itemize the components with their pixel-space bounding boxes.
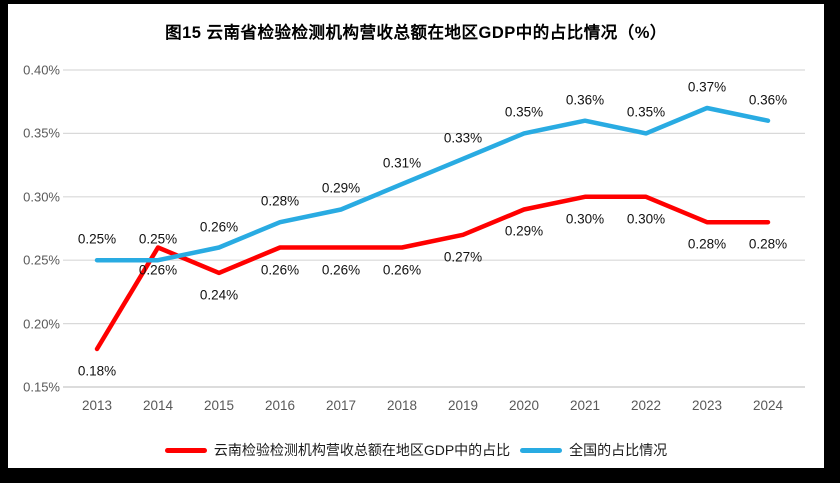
plot-area: [63, 69, 805, 388]
chart-title: 图15 云南省检验检测机构营收总额在地区GDP中的占比情况（%）: [165, 24, 667, 42]
data-label-national: 0.26%: [199, 219, 239, 235]
data-label-yunnan: 0.28%: [687, 236, 727, 252]
data-label-national: 0.33%: [443, 130, 483, 146]
x-axis-tick: 2015: [203, 398, 235, 413]
data-label-yunnan: 0.30%: [565, 211, 605, 227]
data-label-national: 0.31%: [382, 155, 422, 171]
data-label-yunnan: 0.28%: [748, 236, 788, 252]
x-axis-tick: 2021: [569, 398, 601, 413]
y-axis-tick: 0.15%: [23, 379, 60, 395]
data-label-yunnan: 0.29%: [504, 223, 544, 239]
data-label-yunnan: 0.26%: [260, 262, 300, 278]
x-axis-tick: 2018: [386, 398, 418, 413]
data-label-national: 0.29%: [321, 180, 361, 196]
series-line-national-blue: [94, 105, 771, 263]
data-label-yunnan: 0.24%: [199, 287, 239, 303]
y-axis-tick: 0.40%: [23, 62, 60, 78]
legend-item-yunnan: 云南检验检测机构营收总额在地区GDP中的占比: [164, 440, 511, 460]
legend-label-national: 全国的占比情况: [569, 442, 668, 458]
data-label-national: 0.25%: [138, 231, 178, 247]
y-axis-tick: 0.20%: [23, 316, 60, 332]
data-label-national: 0.25%: [77, 231, 117, 247]
legend-item-national: 全国的占比情况: [520, 440, 667, 460]
data-label-yunnan: 0.26%: [138, 262, 178, 278]
data-label-yunnan: 0.26%: [321, 262, 361, 278]
x-axis-tick: 2024: [752, 398, 784, 413]
x-axis-tick: 2016: [264, 398, 296, 413]
data-label-national: 0.35%: [504, 104, 544, 120]
data-label-yunnan: 0.27%: [443, 249, 483, 265]
chart-canvas: 图15 云南省检验检测机构营收总额在地区GDP中的占比情况（%） 0.40% 0.…: [8, 4, 824, 468]
data-label-national: 0.35%: [626, 104, 666, 120]
legend: 云南检验检测机构营收总额在地区GDP中的占比 全国的占比情况: [8, 440, 824, 460]
legend-swatch-national-blue-line: [520, 447, 563, 453]
legend-label-yunnan: 云南检验检测机构营收总额在地区GDP中的占比: [213, 442, 511, 458]
legend-swatch-yunnan-red-line: [164, 447, 207, 453]
data-label-national: 0.28%: [260, 193, 300, 209]
x-axis-tick: 2014: [142, 398, 174, 413]
data-label-national: 0.37%: [687, 79, 727, 95]
y-axis-tick: 0.30%: [23, 189, 60, 205]
y-axis-tick: 0.35%: [23, 125, 60, 141]
data-label-national: 0.36%: [565, 92, 605, 108]
x-axis-tick: 2017: [325, 398, 357, 413]
data-label-yunnan: 0.30%: [626, 211, 666, 227]
data-label-yunnan: 0.18%: [77, 363, 117, 379]
data-label-national: 0.36%: [748, 92, 788, 108]
x-axis-tick: 2019: [447, 398, 479, 413]
x-axis-tick: 2020: [508, 398, 540, 413]
x-axis-tick: 2022: [630, 398, 662, 413]
x-axis-tick: 2023: [691, 398, 723, 413]
data-label-yunnan: 0.26%: [382, 262, 422, 278]
x-axis-tick: 2013: [81, 398, 113, 413]
y-axis-tick: 0.25%: [23, 252, 60, 268]
series-line-yunnan-red: [94, 194, 771, 352]
